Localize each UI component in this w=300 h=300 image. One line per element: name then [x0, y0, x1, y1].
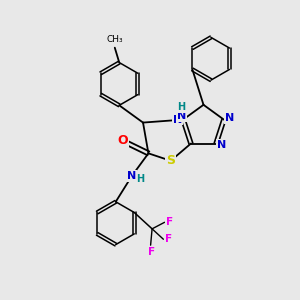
Text: F: F [166, 217, 173, 227]
Text: F: F [165, 234, 172, 244]
Text: H: H [178, 102, 186, 112]
Text: N: N [225, 113, 234, 123]
Text: O: O [117, 134, 128, 147]
Text: S: S [166, 154, 175, 167]
Text: N: N [177, 111, 186, 121]
Text: CH₃: CH₃ [106, 35, 123, 44]
Text: N: N [127, 171, 136, 181]
Text: F: F [148, 247, 155, 257]
Text: N: N [173, 115, 182, 124]
Text: H: H [136, 174, 145, 184]
Text: N: N [217, 140, 226, 150]
